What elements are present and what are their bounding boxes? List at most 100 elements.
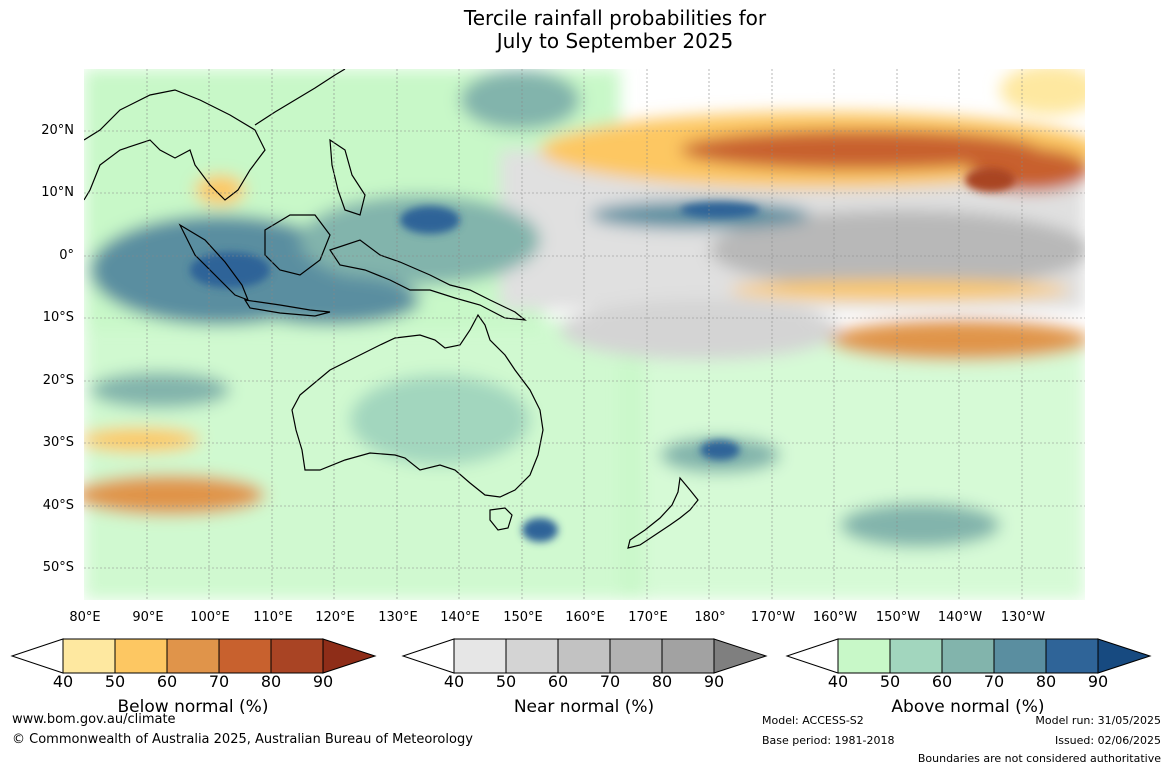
field-above-tasman-core: [700, 440, 740, 460]
below-bin-6: [270, 638, 324, 674]
near-bin-2: [453, 638, 507, 674]
above-tick-40: 40: [827, 672, 849, 691]
below-tick-90: 90: [312, 672, 334, 691]
lat-label-10s: 10°S: [42, 310, 74, 325]
lon-label-130w: 130°W: [1000, 610, 1046, 625]
above-bin-2: [837, 638, 891, 674]
near-tick-40: 40: [443, 672, 465, 691]
below-tick-70: 70: [208, 672, 230, 691]
near-tick-90: 90: [703, 672, 725, 691]
lat-label-20n: 20°N: [41, 123, 74, 138]
below-tick-80: 80: [260, 672, 282, 691]
footer-copyright: © Commonwealth of Australia 2025, Austra…: [12, 732, 473, 747]
lon-label-100e: 100°E: [190, 610, 230, 625]
lon-label-150e: 150°E: [503, 610, 543, 625]
footer-website: www.bom.gov.au/climate: [12, 712, 176, 727]
field-above-java: [240, 275, 420, 325]
map-title-line-1: Tercile rainfall probabilities for: [463, 6, 767, 30]
near-bin-5: [609, 638, 663, 674]
asia-coast: [84, 89, 266, 201]
lon-label-180: 180°: [694, 610, 726, 625]
below-bin-7: [322, 638, 377, 674]
field-below-south-equatorial: [730, 280, 1070, 300]
field-above-indian-core: [190, 252, 270, 288]
near-bin-7: [713, 638, 768, 674]
footer-model: Model: ACCESS-S2: [762, 714, 864, 727]
footer-base-period: Base period: 1981-2018: [762, 734, 895, 747]
near-bin-1: [401, 638, 455, 674]
above-bin-5: [993, 638, 1047, 674]
above-bin-6: [1045, 638, 1099, 674]
lon-label-110e: 110°E: [253, 610, 293, 625]
new-zealand-coast: [627, 476, 699, 549]
footer-issued: Issued: 02/06/2025: [1054, 734, 1161, 747]
field-below-spcz: [830, 320, 1085, 360]
tasmania-coast: [489, 507, 513, 531]
lat-label-10n: 10°N: [41, 185, 74, 200]
above-bin-7: [1097, 638, 1152, 674]
lon-label-120e: 120°E: [315, 610, 355, 625]
field-below-south-indian: [84, 475, 265, 515]
lon-label-140w: 140°W: [937, 610, 983, 625]
lon-label-150w: 150°W: [875, 610, 921, 625]
above-tick-80: 80: [1035, 672, 1057, 691]
lon-label-170e: 170°E: [628, 610, 668, 625]
near-tick-70: 70: [599, 672, 621, 691]
java-coast: [243, 299, 331, 317]
above-tick-70: 70: [983, 672, 1005, 691]
legend-above-normal-colorbar: [785, 638, 1152, 674]
footer-disclaimer: Boundaries are not considered authoritat…: [917, 752, 1161, 765]
lon-label-80e: 80°E: [69, 610, 101, 625]
near-tick-80: 80: [651, 672, 673, 691]
legend-near-normal-title: Near normal (%): [513, 697, 655, 717]
near-tick-60: 60: [547, 672, 569, 691]
field-below-south-indian-north: [84, 428, 200, 452]
lon-label-160w: 160°W: [812, 610, 858, 625]
graticule: [84, 69, 1085, 600]
coastlines: [84, 69, 699, 549]
lon-label-140e: 140°E: [440, 610, 480, 625]
near-bin-6: [661, 638, 715, 674]
footer-model-run: Model run: 31/05/2025: [1035, 714, 1161, 727]
above-bin-1: [785, 638, 839, 674]
lat-label-50s: 50°S: [42, 560, 74, 575]
below-bin-5: [218, 638, 272, 674]
legend-below-normal-colorbar: [10, 638, 377, 674]
field-above-tasmania-core: [522, 518, 558, 542]
above-tick-50: 50: [879, 672, 901, 691]
lat-label-40s: 40°S: [42, 498, 74, 513]
probability-field: [84, 69, 1085, 600]
field-below-northeast: [1000, 69, 1085, 115]
below-tick-40: 40: [52, 672, 74, 691]
field-above-south-pacific: [840, 503, 1000, 547]
lat-label-30s: 30°S: [42, 435, 74, 450]
above-bin-4: [941, 638, 995, 674]
borneo-coast: [264, 214, 331, 276]
below-bin-2: [62, 638, 116, 674]
lon-label-160e: 160°E: [565, 610, 605, 625]
below-tick-60: 60: [156, 672, 178, 691]
australia-coast: [291, 313, 544, 498]
below-bin-3: [114, 638, 168, 674]
field-near-dark: [710, 210, 1085, 290]
near-tick-50: 50: [495, 672, 517, 691]
above-tick-60: 60: [931, 672, 953, 691]
below-tick-50: 50: [104, 672, 126, 691]
field-above-itcz-core: [680, 202, 760, 218]
lon-label-130e: 130°E: [378, 610, 418, 625]
field-near-south: [560, 300, 840, 360]
lat-label-equator: 0°: [59, 248, 74, 263]
china-coast: [254, 69, 346, 126]
below-bin-1: [10, 638, 64, 674]
field-below-core-east: [965, 168, 1015, 192]
field-above-philippine-sea: [460, 70, 580, 130]
field-above-australia: [350, 375, 530, 465]
field-below-north-pacific-core: [680, 130, 1040, 170]
above-bin-3: [889, 638, 943, 674]
near-bin-4: [557, 638, 611, 674]
above-tick-90: 90: [1087, 672, 1109, 691]
below-bin-4: [166, 638, 220, 674]
lat-label-20s: 20°S: [42, 373, 74, 388]
map-title-line-2: July to September 2025: [496, 29, 734, 53]
